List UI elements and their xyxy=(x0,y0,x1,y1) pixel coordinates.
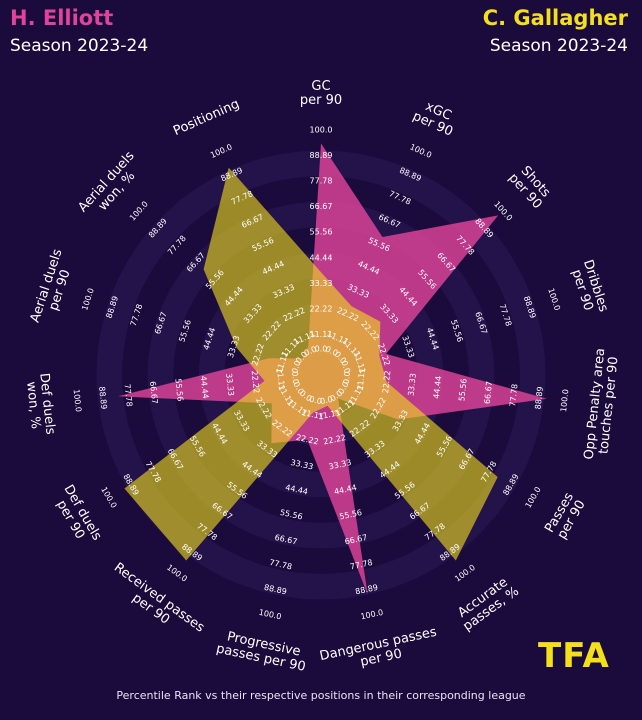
tick-label: 44.44 xyxy=(432,375,443,399)
tick-label: 77.78 xyxy=(508,383,519,407)
param-label: GC per 90 xyxy=(300,79,342,108)
player1-name: H. Elliott xyxy=(10,6,114,30)
tfa-logo: TFA xyxy=(538,636,610,676)
footer-caption: Percentile Rank vs their respective posi… xyxy=(116,689,526,702)
param-label: Shotsper 90 xyxy=(505,161,555,212)
tick-label: 0.0 xyxy=(315,345,328,354)
tick-label: 66.67 xyxy=(148,381,159,405)
tick-label: 22.22 xyxy=(250,370,261,394)
tick-label: 77.78 xyxy=(123,383,134,407)
tick-label: 0.0 xyxy=(319,395,333,406)
tick-label: 0.0 xyxy=(342,371,352,385)
tick-label: 0.0 xyxy=(308,395,322,406)
tick-label: 22.22 xyxy=(381,370,392,394)
tick-label: 55.56 xyxy=(457,378,468,402)
tick-label: 0.0 xyxy=(290,360,302,375)
param-label: Dangerous passesper 90 xyxy=(318,625,441,678)
tick-label: 11.11 xyxy=(275,367,286,391)
tick-label: 55.56 xyxy=(310,228,333,237)
tick-label: 11.11 xyxy=(356,367,367,391)
param-label: xGCper 90 xyxy=(410,96,460,140)
tick-label: 66.67 xyxy=(310,202,333,211)
param-label: Progressivepasses per 90 xyxy=(215,628,310,675)
tick-label: 44.44 xyxy=(199,375,210,399)
tick-label: 22.22 xyxy=(310,304,333,313)
tick-label: 0.0 xyxy=(339,360,351,375)
tick-label: 100.0 xyxy=(559,389,570,413)
param-label: Def duelsper 90 xyxy=(48,482,104,550)
param-label: Passesper 90 xyxy=(542,490,589,542)
player2-name: C. Gallagher xyxy=(482,6,628,30)
series-player2-area xyxy=(124,167,498,561)
tick-label: 33.33 xyxy=(407,373,418,397)
tick-label: 33.33 xyxy=(224,373,235,397)
tick-label: 66.67 xyxy=(483,381,494,405)
player1-season: Season 2023-24 xyxy=(10,36,149,56)
param-label: Opp Penalty areatouches per 90 xyxy=(582,347,623,461)
tick-label: 100.0 xyxy=(72,389,83,413)
tick-label: 77.78 xyxy=(310,177,333,186)
tick-label: 0.0 xyxy=(290,371,300,385)
param-label: Aerial duelsper 90 xyxy=(28,247,79,329)
tick-label: 55.56 xyxy=(173,378,184,402)
param-label: Positioning xyxy=(171,97,242,139)
tick-label: 11.11 xyxy=(310,330,333,339)
param-label: Def duelswon, % xyxy=(22,372,57,437)
tick-label: 33.33 xyxy=(310,279,333,288)
param-label: Accuratepasses, % xyxy=(452,573,522,635)
tick-label: 44.44 xyxy=(310,253,333,262)
player2-season: Season 2023-24 xyxy=(489,36,628,56)
tick-label: 100.0 xyxy=(310,126,333,135)
tick-label: 88.89 xyxy=(97,386,108,410)
tick-label: 88.89 xyxy=(310,151,333,160)
param-label: Dribblesper 90 xyxy=(567,258,611,318)
tick-label: 88.89 xyxy=(534,386,545,410)
